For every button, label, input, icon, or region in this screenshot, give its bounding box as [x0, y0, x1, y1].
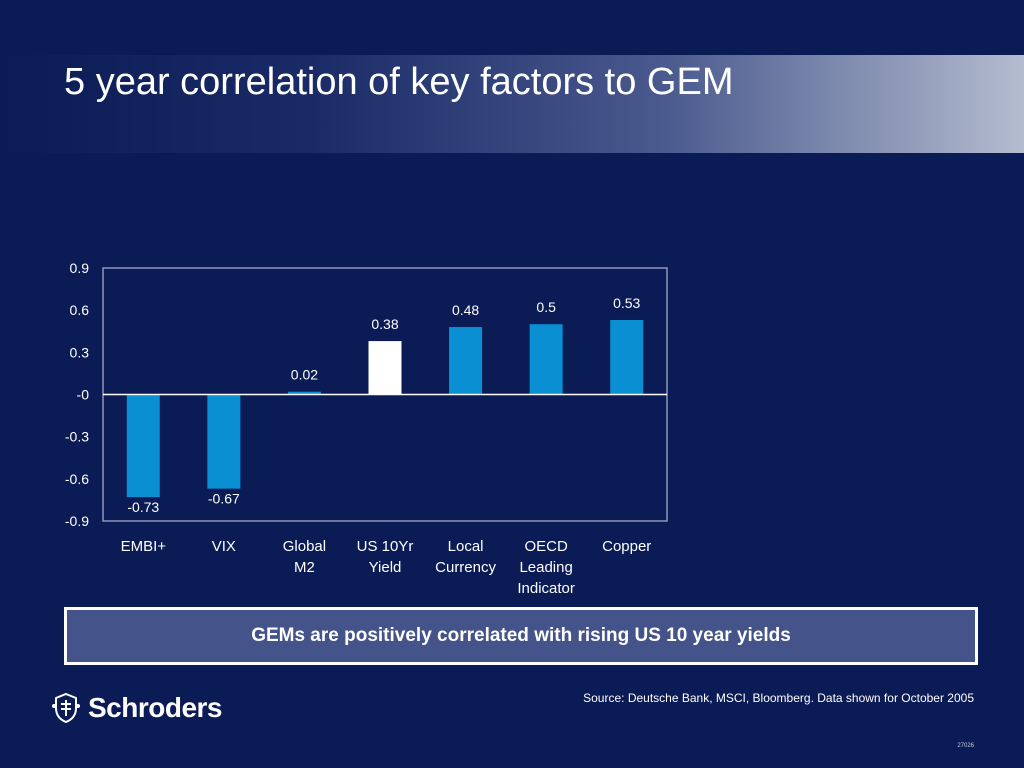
x-tick-label: M2 [294, 559, 315, 576]
data-label: 0.53 [613, 295, 640, 311]
callout-box: GEMs are positively correlated with risi… [64, 607, 978, 665]
schroders-logo: Schroders [50, 690, 223, 726]
data-label: 0.5 [536, 299, 556, 315]
x-tick-label: US 10Yr [357, 538, 414, 555]
data-label: -0.73 [127, 499, 159, 515]
page-number: 27026 [957, 743, 974, 749]
data-label: -0.67 [208, 491, 240, 507]
x-tick-label: Copper [602, 538, 651, 555]
x-tick-label: Global [283, 538, 326, 555]
y-tick-label: 0.9 [70, 260, 90, 276]
crest-icon [52, 692, 80, 724]
callout-text: GEMs are positively correlated with risi… [251, 625, 791, 646]
y-tick-label: -0.6 [65, 471, 89, 487]
bar [529, 324, 563, 395]
title-band [0, 55, 1024, 153]
bar [207, 394, 241, 489]
y-tick-label: 0.6 [70, 302, 90, 318]
bar-chart: 0.9 0.6 0.3 -0 -0.3 -0.6 -0.9 -0.73 EMBI+ -0.67 VI… [65, 260, 668, 597]
x-tick-label: Leading [519, 559, 572, 576]
y-tick-label: -0.9 [65, 513, 89, 529]
bar [287, 391, 321, 395]
x-tick-label: Currency [435, 559, 496, 576]
slide-title: 5 year correlation of key factors to GEM [64, 61, 734, 103]
x-tick-label: Yield [369, 559, 402, 576]
x-tick-label: Local [448, 538, 484, 555]
data-label: 0.38 [371, 316, 398, 332]
y-tick-label: -0 [77, 387, 90, 403]
bar [126, 394, 160, 498]
x-tick-label: OECD [524, 538, 568, 555]
brand-name: Schroders [88, 692, 223, 723]
x-tick-label: VIX [212, 538, 236, 555]
y-tick-label: 0.3 [70, 344, 90, 360]
data-label: 0.02 [291, 367, 318, 383]
bar [449, 327, 483, 395]
x-tick-label: EMBI+ [121, 538, 167, 555]
x-tick-label: Indicator [517, 580, 575, 597]
data-label: 0.48 [452, 302, 479, 318]
y-tick-label: -0.3 [65, 429, 89, 445]
bar [368, 341, 402, 395]
bar [610, 320, 644, 395]
source-note: Source: Deutsche Bank, MSCI, Bloomberg. … [583, 691, 974, 705]
